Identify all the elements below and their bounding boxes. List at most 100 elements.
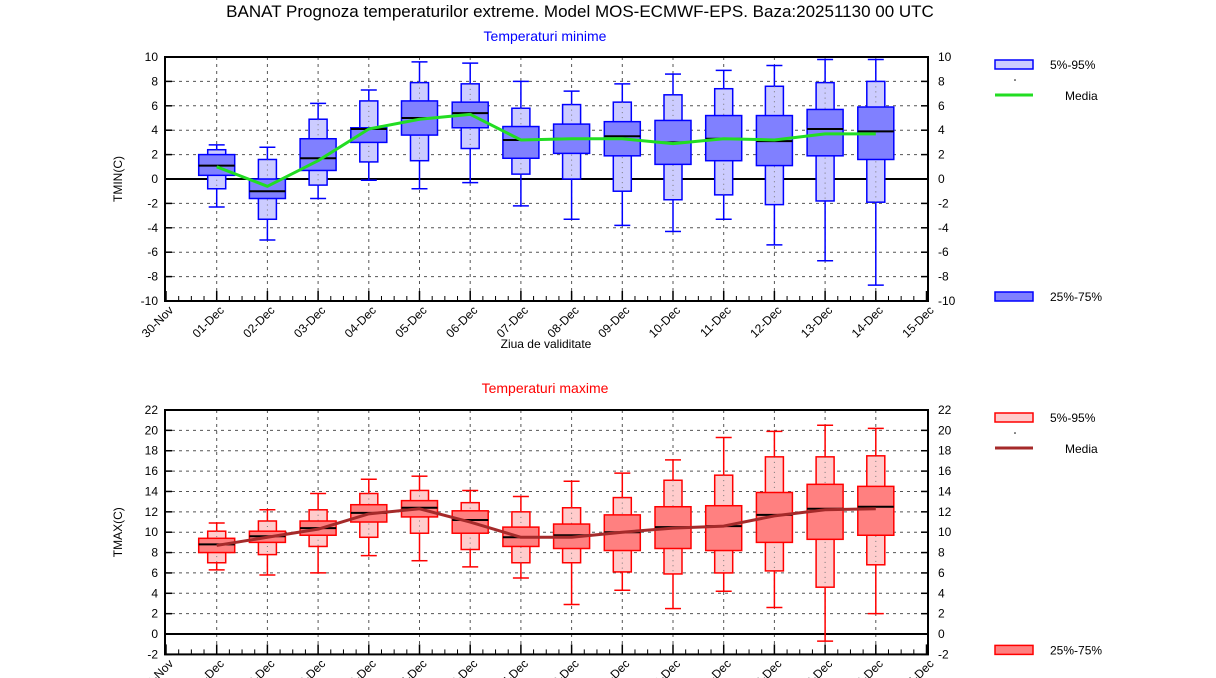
x-tick-label: 04-Dec — [342, 303, 379, 340]
box-04-Dec — [350, 89, 388, 181]
y-tick-label-right: 8 — [938, 546, 945, 560]
y-tick-label-right: -10 — [938, 294, 956, 308]
legend-p5-p95-label: 5%-95% — [1050, 58, 1096, 72]
y-tick-label-right: 8 — [938, 74, 945, 88]
legend-p5-p95-label: 5%-95% — [1050, 411, 1096, 425]
x-tick-label: 04-Dec — [342, 657, 379, 678]
tmax-chart-title: Temperaturi maxime — [481, 380, 609, 396]
y-tick-label: 2 — [151, 607, 158, 621]
box-13-Dec — [806, 58, 844, 262]
x-tick-label: 03-Dec — [291, 303, 328, 340]
box-12-Dec — [755, 64, 794, 246]
y-tick-label: 18 — [145, 444, 159, 458]
box-02-Dec — [248, 509, 287, 576]
y-tick-label-right: 2 — [938, 607, 945, 621]
y-tick-label-right: 2 — [938, 148, 945, 162]
x-tick-label: 11-Dec — [697, 303, 734, 340]
x-tick-label: 11-Dec — [697, 657, 734, 678]
x-tick-label: 03-Dec — [291, 657, 328, 678]
box-p25-p75 — [502, 125, 540, 160]
y-tick-label: 0 — [151, 627, 158, 641]
tmin-chart — [164, 56, 1034, 302]
tmin-chart-title: Temperaturi minime — [483, 28, 607, 44]
x-tick-label: 14-Dec — [849, 303, 886, 340]
legend-mean-label: Media — [1065, 89, 1098, 103]
y-tick-label: -10 — [141, 294, 159, 308]
x-tick-label: 06-Dec — [443, 303, 480, 340]
y-tick-label-right: 0 — [938, 627, 945, 641]
y-tick-label: 8 — [151, 74, 158, 88]
legend-dot — [1014, 79, 1016, 81]
y-tick-label: -4 — [147, 221, 158, 235]
y-tick-label-right: 4 — [938, 123, 945, 137]
y-tick-label: 6 — [151, 566, 158, 580]
y-tick-label: -2 — [147, 647, 158, 661]
y-tick-label: -6 — [147, 245, 158, 259]
y-tick-label-right: 14 — [938, 484, 952, 498]
box-11-Dec — [704, 69, 743, 221]
legend-mean-label: Media — [1065, 442, 1098, 456]
box-10-Dec — [654, 73, 692, 233]
x-tick-label: 07-Dec — [494, 657, 531, 678]
y-tick-label: 14 — [145, 484, 159, 498]
legend-p25-p75-swatch — [994, 644, 1034, 656]
y-tick-label: 6 — [151, 99, 158, 113]
y-tick-label: 0 — [151, 172, 158, 186]
y-tick-label-right: 10 — [938, 525, 952, 539]
x-tick-label: 02-Dec — [240, 303, 277, 340]
box-10-Dec — [654, 459, 692, 610]
y-tick-label: 8 — [151, 546, 158, 560]
box-p25-p75 — [704, 504, 743, 552]
x-tick-label: 01-Dec — [190, 657, 227, 678]
x-tick-label: 13-Dec — [798, 303, 835, 340]
y-tick-label-right: 6 — [938, 99, 945, 113]
box-09-Dec — [603, 83, 642, 227]
box-p25-p75 — [806, 483, 844, 541]
box-01-Dec — [197, 522, 236, 571]
x-tick-label: 07-Dec — [494, 303, 531, 340]
main-title: BANAT Prognoza temperaturilor extreme. M… — [226, 2, 934, 21]
box-03-Dec — [299, 492, 337, 574]
box-05-Dec — [400, 475, 439, 562]
y-tick-label: -2 — [147, 196, 158, 210]
x-tick-label: 10-Dec — [646, 303, 683, 340]
y-tick-label-right: 22 — [938, 403, 952, 417]
plot-frame — [164, 409, 929, 656]
x-tick-label: 15-Dec — [899, 303, 936, 340]
x-tick-label: 09-Dec — [595, 657, 632, 678]
legend-p25-p75-label: 25%-75% — [1050, 290, 1102, 304]
box-14-Dec — [857, 427, 895, 615]
x-axis-label: Ziua de validitate — [501, 337, 592, 351]
x-tick-label: 02-Dec — [240, 657, 277, 678]
legend-p25-p75-label: 25%-75% — [1050, 643, 1102, 657]
box-01-Dec — [197, 144, 236, 208]
y-tick-label-right: 16 — [938, 464, 952, 478]
x-tick-label: 30-Nov — [139, 303, 176, 340]
x-tick-label: 13-Dec — [798, 657, 835, 678]
y-tick-label-right: -4 — [938, 221, 949, 235]
y-tick-label: -8 — [147, 270, 158, 284]
y-tick-label-right: 4 — [938, 586, 945, 600]
legend-p5-p95-swatch — [994, 59, 1034, 70]
y-tick-label-right: 10 — [938, 50, 952, 64]
x-tick-label: 05-Dec — [392, 303, 429, 340]
legend-p5-p95-swatch — [994, 412, 1034, 423]
y-tick-label-right: 6 — [938, 566, 945, 580]
x-tick-label: 08-Dec — [544, 303, 581, 340]
box-03-Dec — [299, 102, 337, 200]
y-tick-label: 2 — [151, 148, 158, 162]
box-13-Dec — [806, 424, 844, 642]
x-tick-label: 10-Dec — [646, 657, 683, 678]
y-tick-label: 12 — [145, 505, 159, 519]
y-tick-label: 4 — [151, 123, 158, 137]
y-tick-label: 20 — [145, 423, 159, 437]
y-axis-label: TMIN(C) — [111, 156, 125, 202]
box-11-Dec — [704, 436, 743, 593]
y-tick-label-right: 0 — [938, 172, 945, 186]
x-tick-label: 15-Dec — [899, 657, 936, 678]
x-tick-label: 06-Dec — [443, 657, 480, 678]
box-07-Dec — [502, 80, 540, 207]
y-tick-label-right: 18 — [938, 444, 952, 458]
